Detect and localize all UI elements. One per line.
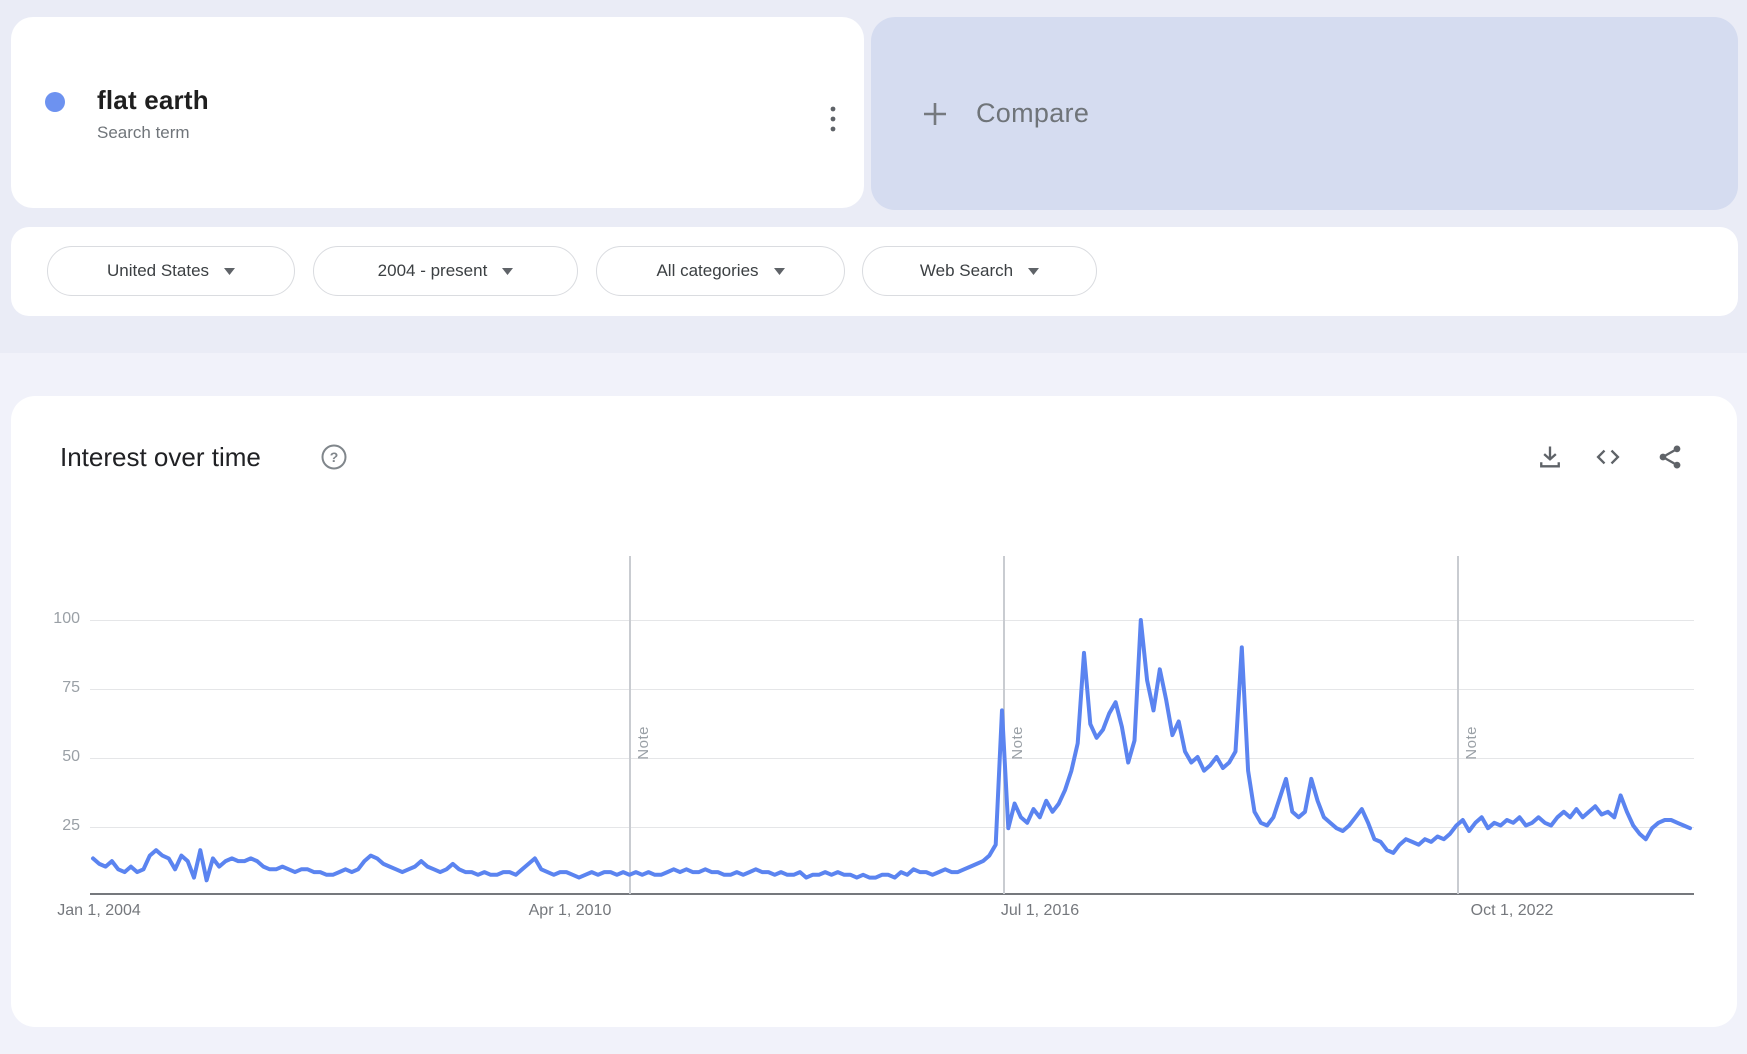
help-button[interactable]: ?	[320, 443, 348, 471]
search-type-dropdown[interactable]: Web Search	[862, 246, 1097, 296]
x-tick-label: Apr 1, 2010	[528, 902, 612, 919]
embed-button[interactable]	[1594, 443, 1622, 471]
chart-title: Interest over time	[60, 442, 261, 472]
share-button[interactable]	[1656, 443, 1684, 471]
search-term-title: flat earth	[97, 85, 209, 115]
y-tick-label: 50	[62, 748, 80, 765]
vertical-dots-icon	[830, 106, 836, 132]
x-tick-label: Oct 1, 2022	[1470, 902, 1554, 919]
chevron-down-icon	[773, 267, 785, 275]
category-dropdown[interactable]: All categories	[596, 246, 845, 296]
y-tick-label: 100	[53, 610, 80, 627]
download-icon	[1540, 446, 1560, 468]
y-tick-label: 25	[62, 817, 80, 834]
x-tick-label: Jan 1, 2004	[57, 902, 141, 919]
term-options-button[interactable]	[813, 97, 853, 141]
trend-line	[91, 618, 1692, 883]
y-tick-label: 75	[62, 679, 80, 696]
help-circle-icon: ?	[321, 444, 347, 470]
time-range-value: 2004 - present	[377, 261, 488, 280]
gridline-100	[90, 620, 1694, 621]
interest-over-time-card: Interest over time ?	[11, 396, 1737, 1027]
search-term-subtitle: Search term	[97, 123, 190, 142]
trend-line-svg[interactable]	[11, 396, 1737, 1027]
time-range-dropdown[interactable]: 2004 - present	[313, 246, 578, 296]
geo-filter-value: United States	[106, 261, 210, 280]
svg-text:?: ?	[330, 449, 339, 465]
download-button[interactable]	[1536, 443, 1564, 471]
gridline-25	[90, 827, 1694, 828]
note-marker-line	[629, 556, 631, 894]
x-tick-label: Jul 1, 2016	[1000, 902, 1080, 919]
series-color-dot	[45, 92, 65, 112]
x-axis-line	[90, 893, 1694, 895]
plus-icon	[924, 102, 946, 125]
chevron-down-icon	[224, 267, 236, 275]
search-term-card: flat earth Search term	[11, 17, 864, 208]
note-marker-line	[1457, 556, 1459, 894]
geo-filter-dropdown[interactable]: United States	[47, 246, 295, 296]
search-type-value: Web Search	[919, 261, 1014, 280]
filter-bar: United States 2004 - present All categor…	[11, 227, 1738, 316]
gridline-75	[90, 689, 1694, 690]
category-value: All categories	[656, 261, 759, 280]
compare-card[interactable]: Compare	[871, 17, 1738, 210]
chevron-down-icon	[1028, 267, 1040, 275]
gridline-50	[90, 758, 1694, 759]
share-icon	[1659, 445, 1681, 469]
compare-label: Compare	[976, 98, 1090, 128]
embed-code-icon	[1596, 449, 1620, 465]
chevron-down-icon	[502, 267, 514, 275]
